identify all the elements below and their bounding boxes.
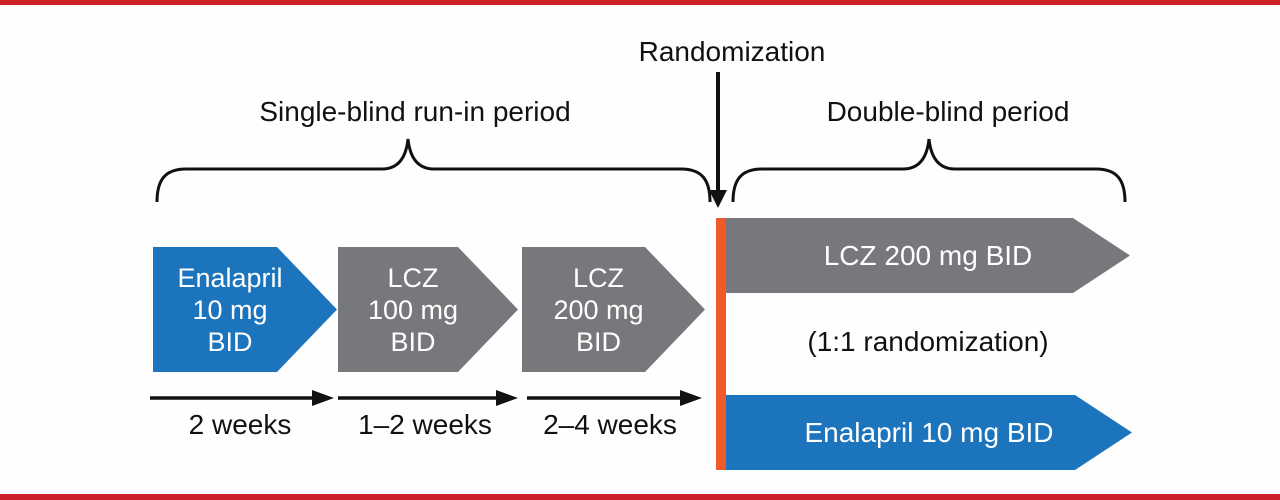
runin-brace-icon	[155, 138, 712, 203]
arrow-text-line: LCZ	[387, 262, 439, 293]
figure-border-top	[0, 0, 1280, 5]
doubleblind-period-label: Double-blind period	[826, 96, 1070, 127]
arrow-text-line: LCZ 200 mg BID	[823, 239, 1033, 271]
arrow-text-line: 10 mg	[192, 294, 268, 325]
arrow-text-line: Enalapril	[177, 262, 283, 293]
arrow-text-line: 100 mg	[367, 294, 459, 325]
arrow-text-line: BID	[575, 326, 621, 357]
arrow-text-line: Enalapril 10 mg BID	[804, 416, 1054, 448]
duration-label-2: 1–2 weeks	[358, 409, 492, 440]
timeline-arrow-3	[527, 390, 702, 406]
randomization-ratio-note: (1:1 randomization)	[807, 326, 1049, 357]
doubleblind-arrow-enalapril: Enalapril 10 mg BID	[726, 395, 1132, 470]
randomization-label: Randomization	[638, 36, 826, 67]
duration-label-3: 2–4 weeks	[543, 409, 677, 440]
timeline-arrow-1	[150, 390, 334, 406]
figure-border-bottom	[0, 494, 1280, 500]
arrow-text-line: 200 mg	[553, 294, 644, 325]
doubleblind-brace-icon	[731, 138, 1127, 203]
arrow-text-line: BID	[207, 326, 253, 357]
duration-label-1: 2 weeks	[188, 409, 292, 440]
arrow-text-line: LCZ	[572, 262, 624, 293]
randomization-arrow-icon	[709, 72, 727, 208]
arrow-text-line: BID	[390, 326, 436, 357]
runin-period-label: Single-blind run-in period	[259, 96, 571, 127]
doubleblind-arrow-lcz: LCZ 200 mg BID	[726, 218, 1130, 293]
randomization-divider	[716, 218, 726, 470]
timeline-arrow-2	[338, 390, 518, 406]
